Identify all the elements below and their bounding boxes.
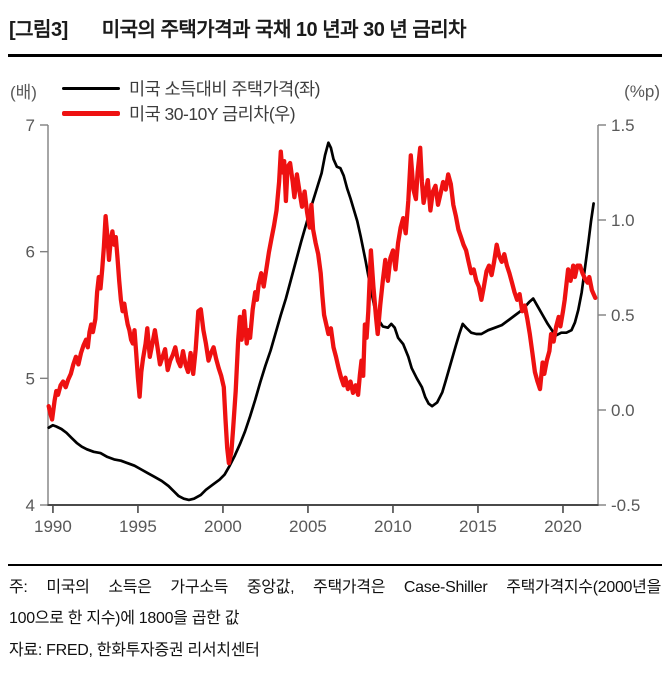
legend-label-spread: 미국 30-10Y 금리차(우) bbox=[129, 104, 296, 124]
x-axis-tick-label: 1995 bbox=[119, 517, 157, 536]
spread-line-swatch bbox=[62, 111, 120, 116]
left-axis-tick-label: 5 bbox=[26, 369, 35, 388]
chart-region: (배) (%p) 미국 소득대비 주택가격(좌) 미국 30-10Y 금리차(우… bbox=[0, 56, 669, 561]
x-axis-tick-label: 2000 bbox=[204, 517, 242, 536]
right-axis-tick-label: 0.5 bbox=[611, 306, 635, 325]
left-axis-tick-label: 4 bbox=[26, 496, 35, 515]
x-axis-tick-label: 2015 bbox=[459, 517, 497, 536]
housing-price-to-income-line bbox=[47, 141, 595, 502]
legend-item-housing: 미국 소득대비 주택가격(좌) bbox=[62, 76, 320, 101]
x-axis-tick-label: 2020 bbox=[544, 517, 582, 536]
right-axis-tick-label: 1.5 bbox=[611, 116, 635, 135]
x-axis-tick-label: 1990 bbox=[34, 517, 72, 536]
right-axis-tick-label: 1.0 bbox=[611, 211, 635, 230]
right-axis-tick-label: -0.5 bbox=[611, 496, 640, 515]
figure-tag: [그림3] bbox=[9, 19, 68, 41]
legend-label-housing: 미국 소득대비 주택가격(좌) bbox=[129, 79, 320, 99]
left-axis-tick-label: 6 bbox=[26, 243, 35, 262]
right-axis-unit-label: (%p) bbox=[624, 82, 660, 101]
figure-source: 자료: FRED, 한화투자증권 리서치센터 bbox=[9, 642, 260, 659]
x-axis-tick-label: 2005 bbox=[289, 517, 327, 536]
note-line-2: 100으로 한 지수)에 1800을 곱한 값 bbox=[9, 610, 240, 627]
title-separator-line bbox=[8, 54, 662, 57]
legend-item-spread: 미국 30-10Y 금리차(우) bbox=[62, 101, 320, 126]
left-axis-tick-label: 7 bbox=[26, 116, 35, 135]
chart-svg: 7 6 5 4 1.5 1.0 0.5 0.0 -0.5 1990 1995 2000 2005 2010… bbox=[26, 116, 641, 536]
x-axis-tick-label: 2010 bbox=[374, 517, 412, 536]
note-line-1: 주: 미국의 소득은 가구소득 중앙값, 주택가격은 Case-Shiller … bbox=[9, 579, 661, 596]
figure-note: 주: 미국의 소득은 가구소득 중앙값, 주택가격은 Case-Shiller … bbox=[9, 572, 661, 634]
left-axis-unit-label: (배) bbox=[10, 83, 37, 102]
figure-title: 미국의 주택가격과 국채 10 년과 30 년 금리차 bbox=[101, 19, 467, 41]
figure-header: [그림3] 미국의 주택가격과 국채 10 년과 30 년 금리차 bbox=[9, 13, 661, 42]
treasury-30-10y-spread-line bbox=[46, 145, 598, 466]
chart-legend: 미국 소득대비 주택가격(좌) 미국 30-10Y 금리차(우) bbox=[62, 76, 320, 126]
housing-line-swatch bbox=[62, 86, 120, 91]
footer-separator-line bbox=[8, 564, 662, 566]
right-axis-tick-label: 0.0 bbox=[611, 401, 635, 420]
